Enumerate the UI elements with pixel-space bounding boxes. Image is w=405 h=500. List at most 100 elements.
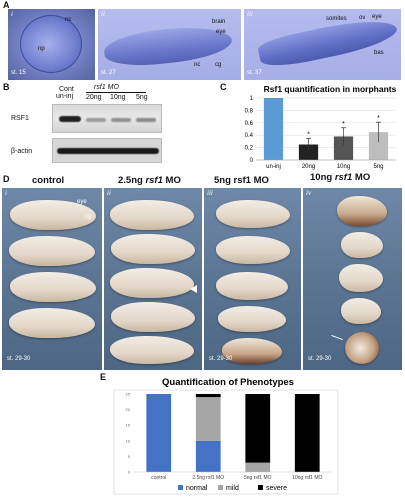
column-title-2-5ng: 2.5ng rsf1 MO	[118, 175, 181, 186]
y-tick-label: 1	[250, 96, 254, 102]
embryo	[216, 236, 290, 264]
band-rsf1-5ng	[136, 118, 156, 122]
legend-label: normal	[186, 485, 208, 492]
image-index: ii	[107, 189, 111, 197]
panel-d-column-iv: iv st. 29-30	[303, 188, 402, 370]
embryo	[216, 272, 288, 300]
embryo	[9, 236, 95, 266]
chart-e-title: Quantification of Phenotypes	[162, 377, 294, 388]
annotation-eye: eye	[77, 199, 87, 205]
title-mo: MO	[165, 175, 181, 186]
x-tick-label: 5ng rsf1 MO	[244, 475, 272, 481]
bar	[368, 132, 389, 160]
bar	[298, 144, 319, 160]
annotation-eye: eye	[372, 14, 382, 20]
y-tick-label: 0.2	[245, 146, 254, 152]
stacked-bar-segment	[294, 394, 320, 472]
x-tick-label: 10ng rsf1 MO	[292, 475, 322, 481]
panel-a-image-ii: ii brain eye nc cg st. 27	[98, 9, 241, 80]
stage-label: st. 15	[11, 70, 26, 76]
chart-phenotype-quantification: Quantification of Phenotypes 0510152025 …	[113, 377, 339, 495]
embryo	[339, 264, 383, 292]
significance-mark: *	[342, 121, 345, 128]
title-dose: 10ng	[310, 172, 333, 183]
annotation-somites: somites	[326, 16, 347, 22]
y-tick-label: 0	[128, 470, 131, 475]
image-index: i	[5, 189, 7, 197]
row-label-actin: β-actin	[11, 148, 33, 155]
band-rsf1-10ng	[111, 118, 131, 122]
mo-bracket-line	[86, 92, 146, 93]
chart-c-title: Rsf1 quantification in morphants	[264, 84, 397, 94]
stacked-bar-segment	[195, 440, 221, 472]
significance-mark: *	[307, 131, 310, 138]
annotation-cg: cg	[85, 214, 92, 220]
panel-label-d: D	[3, 174, 10, 184]
x-tick-label: 20ng	[302, 164, 315, 170]
embryo	[341, 298, 381, 324]
y-tick-label: 5	[128, 454, 131, 459]
y-tick-label: 25	[126, 392, 131, 397]
stage-label: st. 29-30	[7, 356, 31, 362]
column-title-control: control	[32, 175, 65, 186]
legend-swatch	[218, 485, 223, 490]
legend-label: mild	[226, 485, 239, 492]
image-index: iii	[207, 189, 213, 197]
y-tick-label: 0	[250, 158, 254, 164]
lane-label-10ng: 10ng	[110, 94, 126, 101]
annotation-brain: brain	[212, 19, 226, 25]
image-index: i	[11, 10, 13, 18]
image-index: iii	[247, 10, 253, 18]
x-tick-label: 2.5ng rsf1 MO	[192, 475, 224, 481]
annotation-ov: ov	[359, 15, 366, 21]
title-gene: rsf1	[145, 175, 163, 186]
panel-a-image-iii: iii somites ov eye bas st. 37	[244, 9, 401, 80]
embryo-st27	[102, 22, 234, 70]
embryo	[216, 200, 290, 228]
panel-d-column-ii: ii	[104, 188, 202, 370]
stage-label: st. 29-30	[209, 356, 233, 362]
x-tick-label: control	[151, 475, 166, 481]
arrow-icon	[331, 334, 343, 341]
legend-swatch	[258, 485, 263, 490]
blot-strip-rsf1	[52, 104, 162, 133]
annotation-eye: eye	[216, 29, 226, 35]
embryo	[111, 302, 195, 332]
title-mo: MO	[354, 172, 371, 183]
column-title-10ng: 10ng rsf1 MO	[310, 172, 370, 183]
annotation-cg: cg	[215, 62, 222, 68]
stage-label: st. 27	[101, 70, 116, 76]
panel-label-a: A	[3, 0, 10, 10]
title-gene: rsf1	[334, 172, 353, 183]
image-index: iv	[306, 189, 312, 197]
panel-label-e: E	[100, 372, 107, 382]
image-index: ii	[101, 10, 105, 18]
stage-label: st. 29-30	[308, 356, 332, 362]
embryo	[345, 332, 379, 364]
bar	[333, 136, 354, 160]
embryo	[10, 200, 96, 230]
legend-swatch	[178, 485, 183, 490]
lane-label-5ng: 5ng	[136, 94, 148, 101]
panel-a-image-i: i nc np st. 15	[8, 9, 95, 80]
legend-label: severe	[266, 485, 287, 492]
embryo	[110, 336, 194, 364]
annotation-bas: bas	[374, 50, 384, 56]
stage-label: st. 37	[247, 70, 262, 76]
band-rsf1-20ng	[86, 118, 106, 122]
panel-label-c: C	[220, 82, 227, 92]
y-tick-label: 0.6	[245, 121, 254, 127]
arrowhead-icon	[190, 285, 197, 293]
bar	[263, 98, 284, 160]
x-tick-label: un-inj	[266, 164, 281, 170]
lane-label-20ng: 20ng	[86, 94, 102, 101]
x-tick-label: 5ng	[373, 164, 383, 170]
chart-rsf1-quantification: Rsf1 quantification in morphants * * * 0 0.…	[245, 84, 397, 170]
embryo	[10, 272, 96, 302]
row-label-rsf1: RSF1	[11, 115, 29, 122]
lane-label-cont: Cont	[59, 86, 74, 93]
y-tick-label: 20	[126, 407, 131, 412]
y-tick-label: 0.8	[245, 108, 254, 114]
significance-mark: *	[377, 115, 380, 122]
stacked-bar-segment	[195, 397, 221, 441]
